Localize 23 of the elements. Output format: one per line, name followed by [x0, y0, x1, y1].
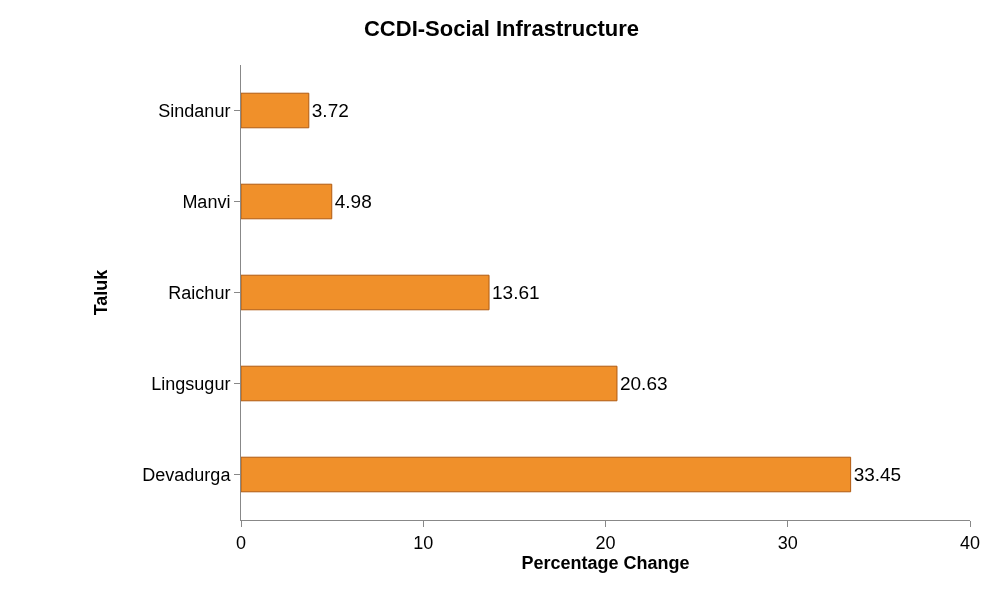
x-axis-title: Percentage Change — [521, 552, 690, 573]
data-label: 4.98 — [334, 191, 372, 212]
y-tick-label: Raichur — [168, 282, 231, 303]
bar — [241, 274, 490, 311]
data-label: 33.45 — [853, 464, 902, 485]
y-axis-title: Taluk — [90, 268, 111, 316]
data-label: 3.72 — [311, 100, 349, 121]
data-label: 13.61 — [492, 282, 540, 303]
y-tick-label: Manvi — [182, 191, 231, 212]
y-tick-label: Sindanur — [158, 100, 231, 121]
y-tick-label: Lingsugur — [151, 373, 231, 394]
x-tick-label: 30 — [777, 532, 798, 553]
y-tick-label: Devadurga — [142, 464, 232, 485]
x-tick-label: 0 — [235, 532, 247, 553]
x-tick-label: 40 — [959, 532, 981, 553]
bar — [241, 92, 310, 129]
x-tick-label: 10 — [413, 532, 434, 553]
chart-title: CCDI-Social Infrastructure — [363, 16, 640, 42]
bar — [241, 183, 333, 220]
x-tick-label: 20 — [595, 532, 616, 553]
data-label: 20.63 — [619, 373, 668, 394]
bar — [241, 456, 852, 493]
bar — [241, 365, 618, 402]
